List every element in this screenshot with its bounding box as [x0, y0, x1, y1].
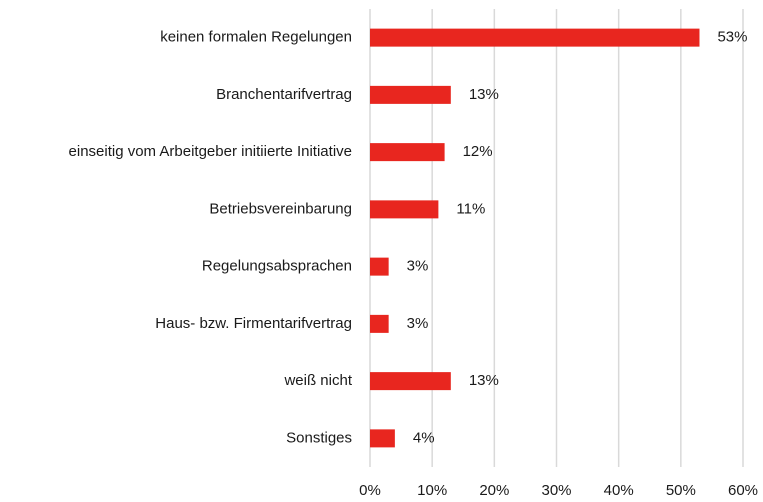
- y-tick-label: Regelungsabsprachen: [202, 258, 352, 275]
- x-tick-label: 60%: [728, 482, 758, 499]
- data-label: 3%: [407, 315, 429, 332]
- data-label: 53%: [717, 29, 747, 46]
- data-label: 13%: [469, 372, 499, 389]
- data-label: 11%: [456, 200, 485, 217]
- bar: [370, 200, 439, 219]
- x-tick-label: 50%: [666, 482, 696, 499]
- y-tick-label: Haus- bzw. Firmentarifvertrag: [155, 315, 352, 332]
- x-tick-label: 20%: [479, 482, 509, 499]
- x-tick-label: 30%: [541, 482, 571, 499]
- bar: [370, 372, 451, 391]
- bar: [370, 257, 389, 276]
- x-tick-label: 40%: [604, 482, 634, 499]
- x-tick-label: 10%: [417, 482, 447, 499]
- y-tick-label: Branchentarifvertrag: [216, 86, 352, 103]
- y-tick-label: Betriebsvereinbarung: [209, 200, 352, 217]
- data-label: 12%: [463, 143, 493, 160]
- x-tick-label: 0%: [359, 482, 381, 499]
- data-label: 3%: [407, 258, 429, 275]
- data-label: 13%: [469, 86, 499, 103]
- bar: [370, 85, 451, 104]
- bar: [370, 314, 389, 333]
- bar: [370, 28, 700, 47]
- bar: [370, 429, 395, 448]
- y-tick-label: weiß nicht: [283, 372, 352, 389]
- y-tick-label: Sonstiges: [286, 429, 352, 446]
- bar: [370, 143, 445, 162]
- y-tick-label: einseitig vom Arbeitgeber initiierte Ini…: [69, 143, 352, 160]
- data-label: 4%: [413, 429, 435, 446]
- y-tick-label: keinen formalen Regelungen: [160, 29, 352, 46]
